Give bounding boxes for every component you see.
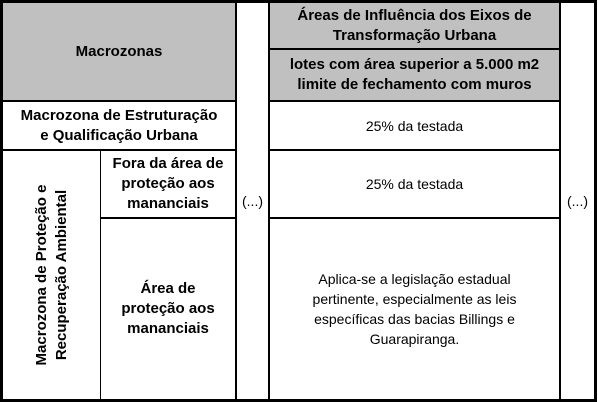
- row-area-value-line4: Guarapiranga.: [369, 331, 460, 347]
- divider-row2-right: [268, 217, 561, 219]
- row-fora-label: Fora da área de proteção aos mananciais: [101, 151, 235, 217]
- row-area-label-line3: mananciais: [127, 320, 209, 337]
- divider-right-col: [559, 0, 561, 402]
- row-estruturacao-label-line1: Macrozona de Estruturação: [20, 106, 218, 124]
- border-left: [0, 0, 3, 402]
- header-eixos-title-line2: Transformação Urbana: [332, 26, 497, 44]
- row-area-label-line1: Área de: [140, 280, 196, 297]
- row-fora-label-line2: proteção aos: [121, 175, 215, 192]
- border-bottom: [0, 399, 597, 402]
- divider-left-col: [235, 0, 237, 402]
- divider-row1-right: [268, 149, 561, 151]
- row-protecao-label-line2: Recuperação Ambiental: [53, 189, 70, 361]
- divider-ellipsis-col: [268, 0, 270, 402]
- row-fora-value: 25% da testada: [270, 151, 559, 217]
- header-macrozonas-label: Macrozonas: [75, 42, 163, 60]
- divider-header-bottom-left: [0, 100, 237, 102]
- header-lotes-line2: limite de fechamento com muros: [297, 76, 532, 93]
- row-protecao-label-line1: Macrozona de Proteção e: [33, 184, 50, 366]
- divider-row2-left: [100, 217, 237, 219]
- ellipsis-left-text: (...): [242, 193, 263, 209]
- row-estruturacao-value-text: 25% da testada: [365, 117, 464, 134]
- row-protecao-label: Macrozona de Proteção e Recuperação Ambi…: [3, 151, 100, 399]
- row-area-value-line1: Aplica-se a legislação estadual: [318, 271, 511, 287]
- row-estruturacao-value: 25% da testada: [270, 102, 559, 149]
- row-area-value-line3: específicas das bacias Billings e: [314, 311, 515, 327]
- row-estruturacao-label-line2: e Qualificação Urbana: [40, 126, 198, 144]
- header-macrozonas: Macrozonas: [3, 3, 235, 100]
- header-lotes: lotes com área superior a 5.000 m2 limit…: [270, 50, 559, 100]
- row-estruturacao-label: Macrozona de Estruturação e Qualificação…: [3, 102, 235, 149]
- row-area-value: Aplica-se a legislação estadual pertinen…: [270, 219, 559, 399]
- divider-protecao: [100, 149, 101, 401]
- row-area-value-line2: pertinente, especialmente as leis: [312, 291, 517, 307]
- border-top: [0, 0, 597, 3]
- divider-header-split: [268, 48, 561, 50]
- ellipsis-right: (...): [561, 3, 594, 399]
- row-area-label-line2: proteção aos: [121, 300, 215, 317]
- header-eixos-title-line1: Áreas de Influência dos Eixos de: [297, 6, 532, 24]
- row-fora-label-line3: mananciais: [127, 195, 209, 212]
- border-right: [594, 0, 597, 402]
- row-area-label: Área de proteção aos mananciais: [101, 219, 235, 399]
- ellipsis-left: (...): [237, 3, 268, 399]
- ellipsis-right-text: (...): [567, 193, 588, 209]
- row-fora-value-text: 25% da testada: [365, 176, 464, 192]
- header-lotes-line1: lotes com área superior a 5.000 m2: [289, 56, 540, 73]
- header-eixos-title: Áreas de Influência dos Eixos de Transfo…: [270, 3, 559, 48]
- divider-header-bottom-right: [268, 100, 561, 102]
- row-fora-label-line1: Fora da área de: [112, 155, 224, 172]
- divider-row1-left: [0, 149, 237, 151]
- row-protecao-label-text: Macrozona de Proteção e Recuperação Ambi…: [31, 150, 73, 400]
